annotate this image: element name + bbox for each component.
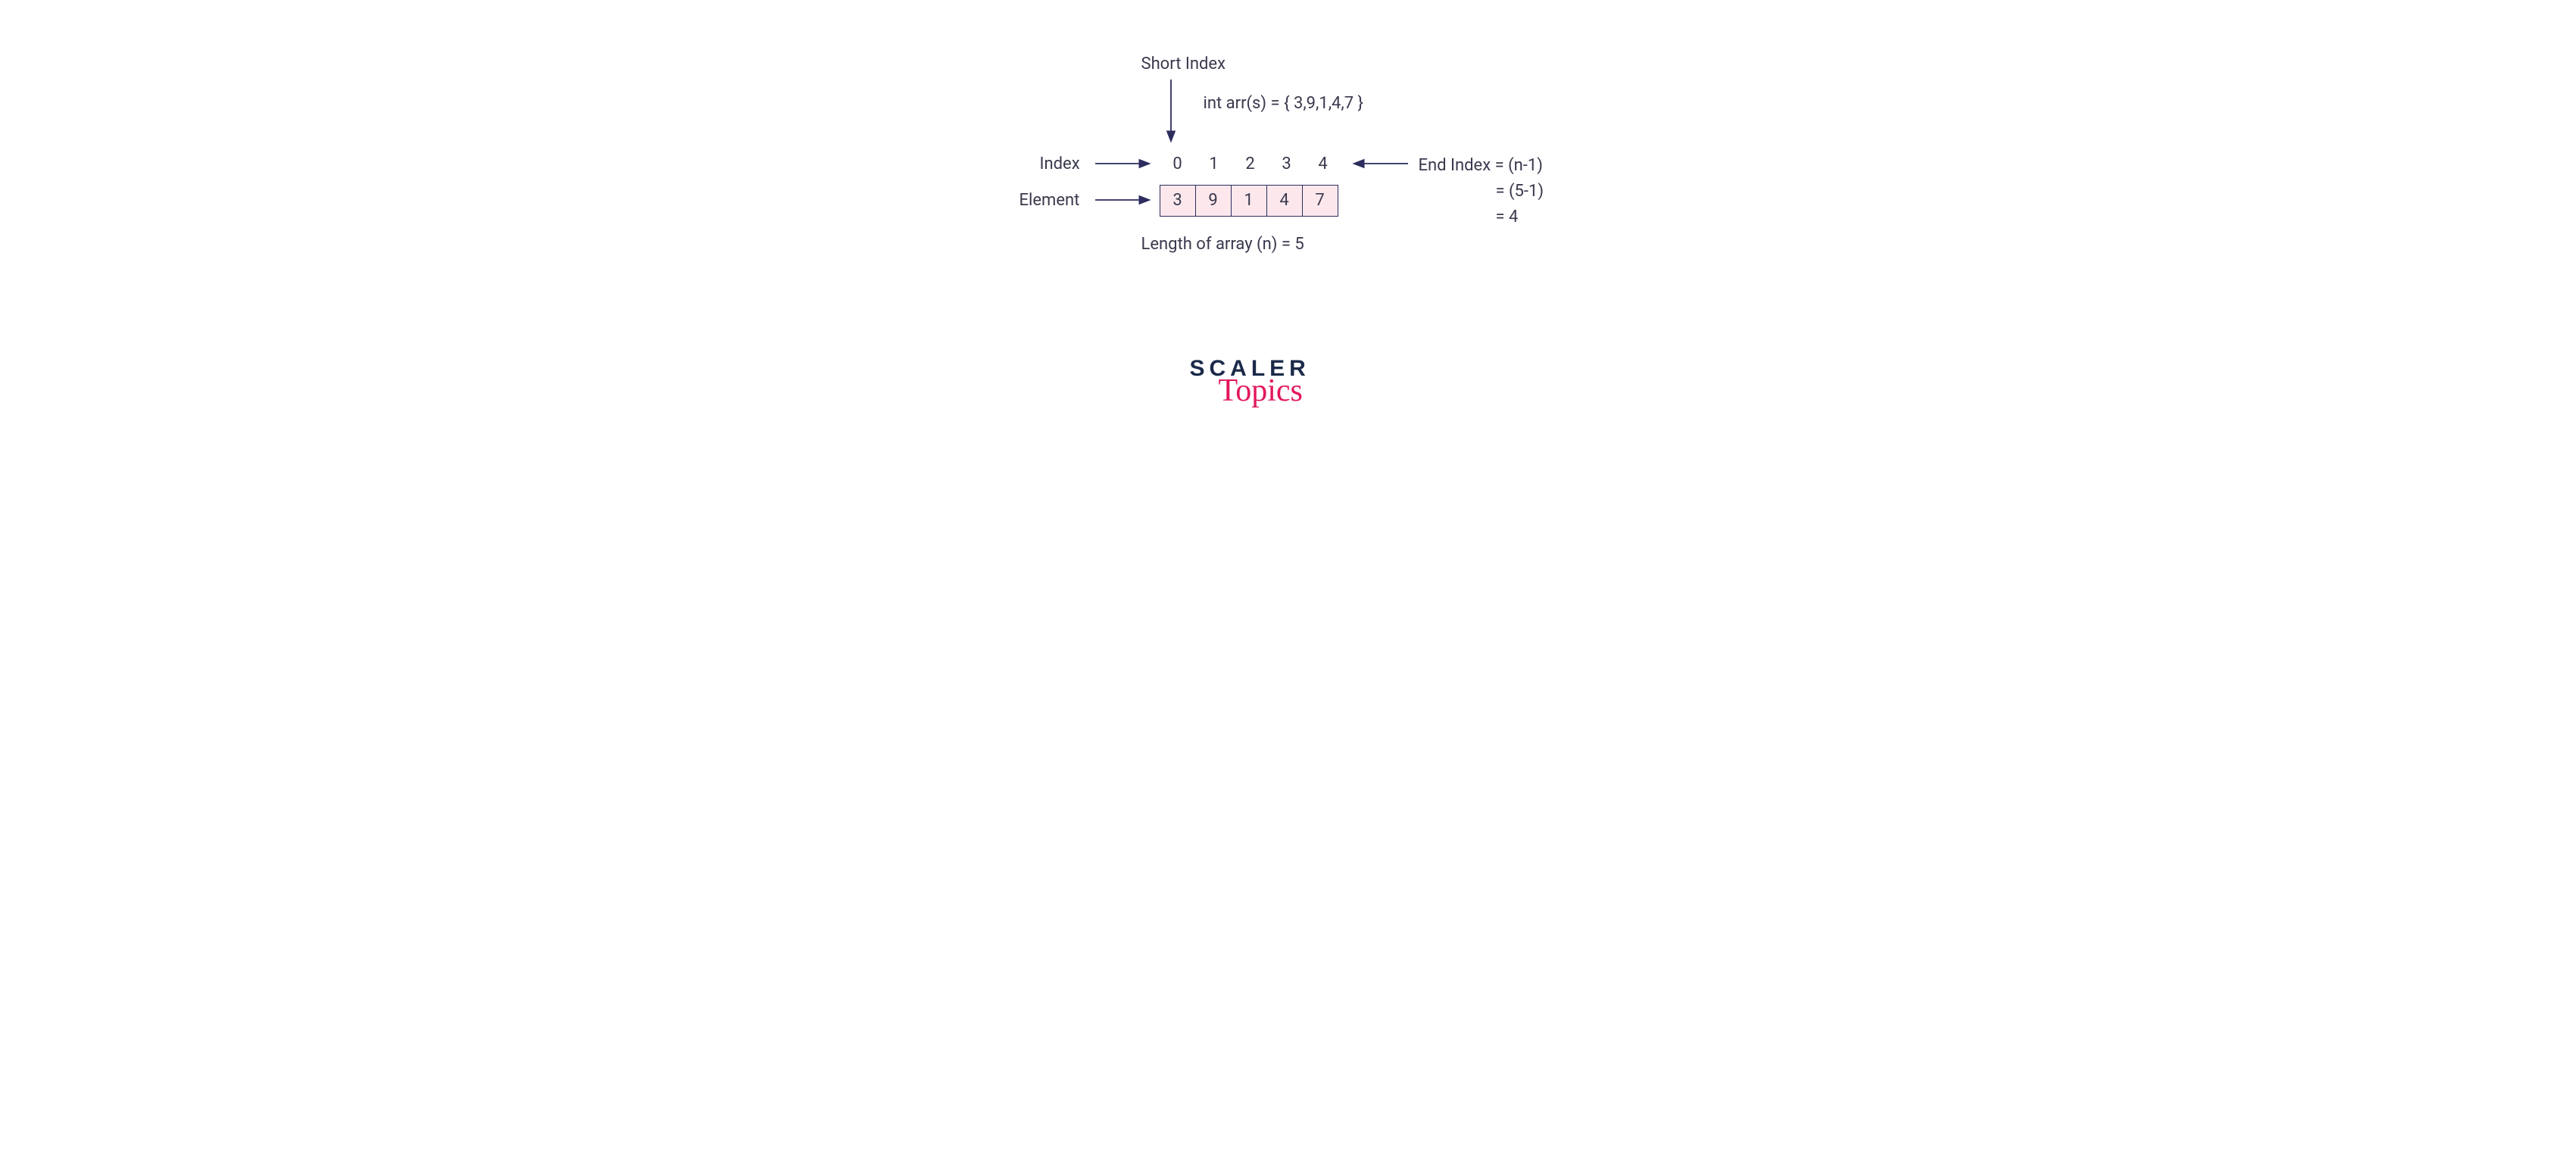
scaler-topics-logo: SCALER Topics [1190, 356, 1310, 409]
array-cell: 1 [1232, 186, 1267, 216]
index-cell: 1 [1196, 155, 1232, 173]
index-label: Index [1040, 155, 1080, 173]
end-index-block: End Index = (n-1) = (5-1) = 4 [1419, 153, 1544, 230]
array-cell: 4 [1267, 186, 1303, 216]
end-index-line-2: = (5-1) [1419, 179, 1544, 204]
index-cell: 3 [1269, 155, 1305, 173]
array-length-label: Length of array (n) = 5 [1141, 235, 1304, 254]
end-index-line-1: End Index = (n-1) [1419, 153, 1544, 179]
index-cell: 0 [1160, 155, 1196, 173]
array-cell: 9 [1196, 186, 1232, 216]
array-cell: 3 [1160, 186, 1196, 216]
index-cell: 4 [1305, 155, 1341, 173]
logo-bottom-text: Topics [1211, 373, 1310, 409]
short-index-arrow [720, 0, 1856, 507]
index-cell: 2 [1232, 155, 1269, 173]
diagram-canvas: Short Index int arr(s) = { 3,9,1,4,7 } I… [720, 0, 1856, 507]
array-row: 39147 [1160, 185, 1338, 217]
end-index-line-3: = 4 [1419, 204, 1544, 230]
array-declaration-label: int arr(s) = { 3,9,1,4,7 } [1204, 94, 1364, 113]
index-row: 01234 [1160, 155, 1341, 173]
array-cell: 7 [1303, 186, 1338, 216]
element-label: Element [1019, 191, 1080, 210]
